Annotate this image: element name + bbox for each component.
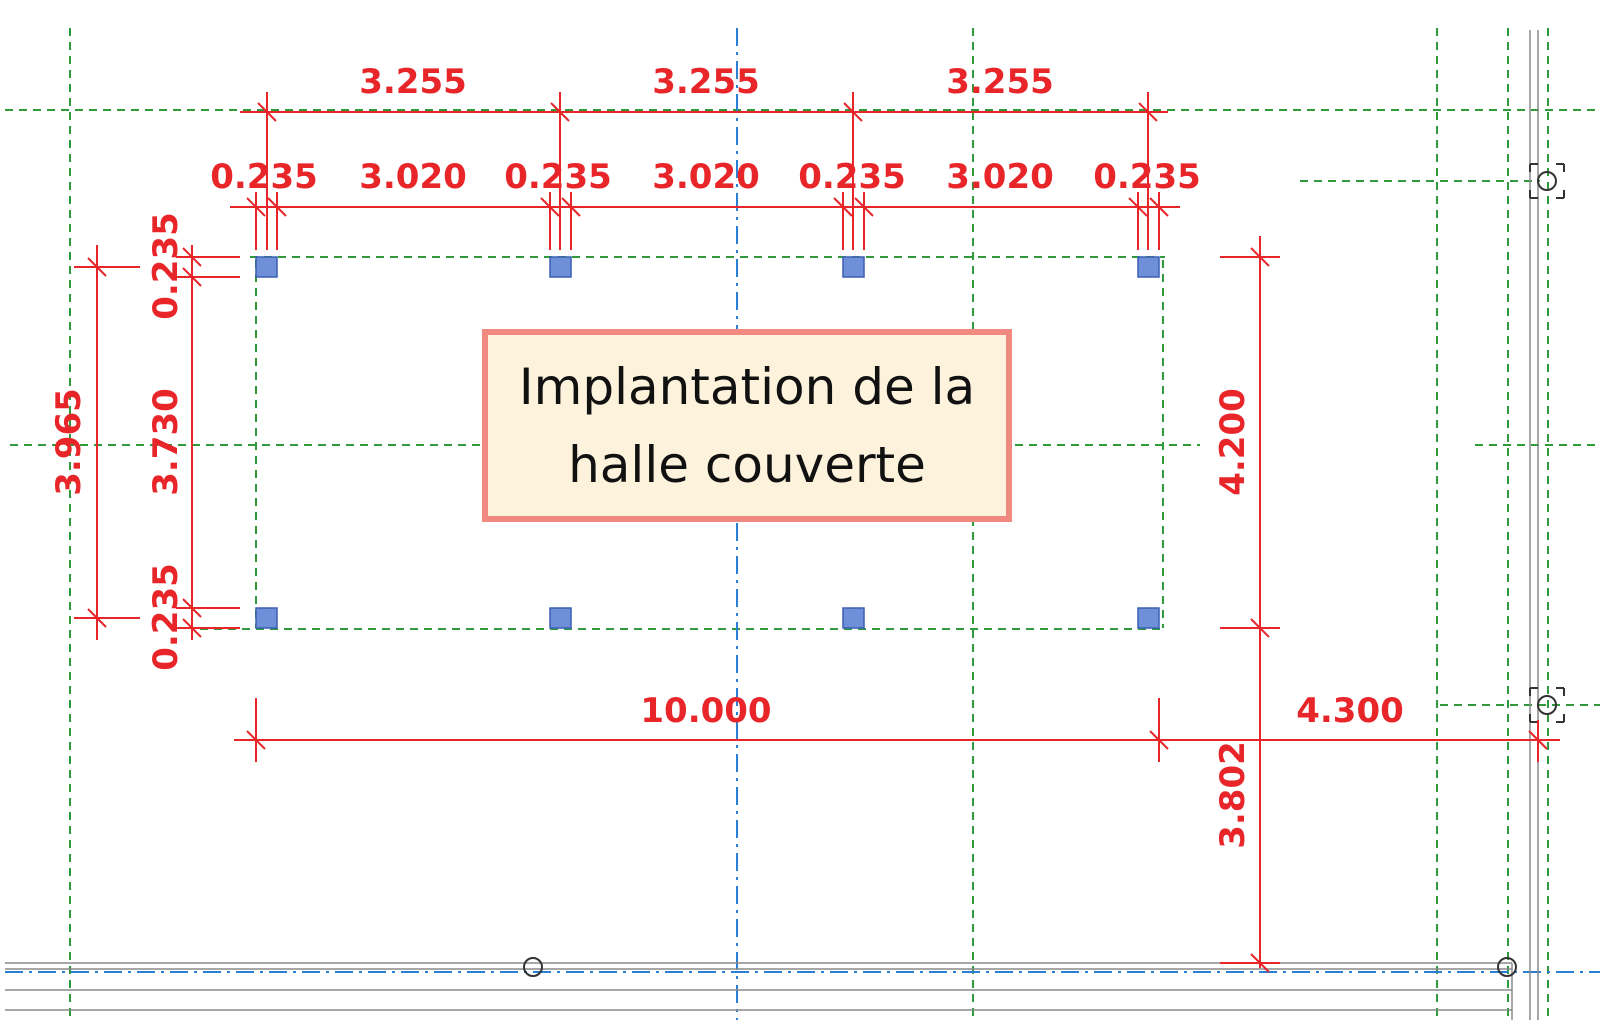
post [255, 256, 278, 278]
centre-axes [5, 28, 1600, 1020]
dim-top-detail-2: 3.020 [359, 157, 467, 197]
dim-left-part-middle: 3.730 [146, 388, 186, 496]
dim-right-lower: 3.802 [1213, 741, 1253, 849]
target-icon [1529, 687, 1565, 723]
survey-point-icon [523, 957, 543, 977]
dim-bottom-total: 10.000 [640, 691, 771, 731]
plan-title-box: Implantation de la halle couverte [482, 329, 1012, 522]
target-icon [1529, 163, 1565, 199]
dim-top-detail-4: 3.020 [652, 157, 760, 197]
left-dimension-lines [74, 245, 240, 640]
dim-bottom-right: 4.300 [1296, 691, 1404, 731]
top-dimension-lines [230, 92, 1180, 250]
post [1137, 256, 1160, 278]
dim-left-part-bottom: 0.235 [146, 563, 186, 671]
boundary-wall [5, 30, 1539, 1020]
dim-top-span-2: 3.255 [652, 62, 760, 102]
grid-lines [5, 28, 1600, 1020]
posts [255, 256, 1160, 629]
post [842, 607, 865, 629]
survey-point-icon [1497, 957, 1517, 977]
plan-title-line-2: halle couverte [568, 435, 926, 494]
dim-top-detail-5: 0.235 [798, 157, 906, 197]
dim-right-upper: 4.200 [1213, 388, 1253, 496]
post [842, 256, 865, 278]
post [1137, 607, 1160, 629]
dim-top-detail-3: 0.235 [504, 157, 612, 197]
dim-left-part-top: 0.235 [146, 212, 186, 320]
post [255, 607, 278, 629]
dim-top-span-3: 3.255 [946, 62, 1054, 102]
survey-markers [523, 163, 1565, 977]
bottom-dimension-lines [234, 698, 1560, 762]
dim-left-outer: 3.965 [49, 388, 89, 496]
post [549, 256, 572, 278]
dim-top-detail-7: 0.235 [1093, 157, 1201, 197]
post [549, 607, 572, 629]
dim-top-detail-1: 0.235 [210, 157, 318, 197]
plan-title-line-1: Implantation de la [518, 357, 976, 416]
dimension-labels: 3.255 3.255 3.255 0.235 3.020 0.235 3.02… [49, 62, 1404, 849]
right-dimension-lines [1220, 236, 1280, 973]
dim-top-detail-6: 3.020 [946, 157, 1054, 197]
dim-top-span-1: 3.255 [359, 62, 467, 102]
